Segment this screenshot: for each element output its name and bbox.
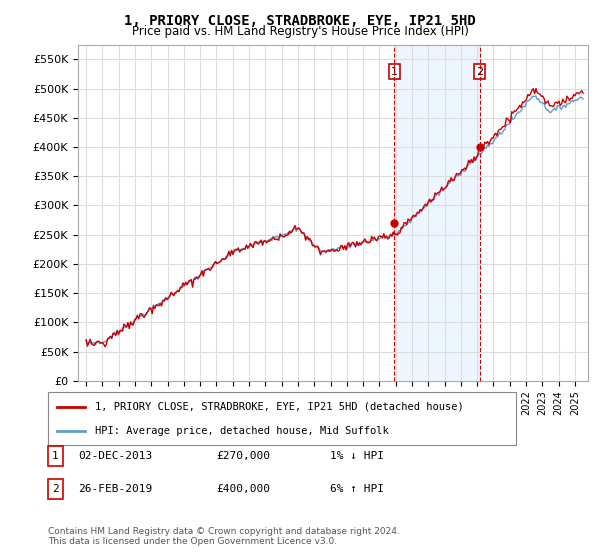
- Text: 6% ↑ HPI: 6% ↑ HPI: [330, 484, 384, 494]
- Text: £270,000: £270,000: [216, 451, 270, 461]
- Text: 1, PRIORY CLOSE, STRADBROKE, EYE, IP21 5HD (detached house): 1, PRIORY CLOSE, STRADBROKE, EYE, IP21 5…: [95, 402, 464, 412]
- Text: 1: 1: [52, 451, 59, 461]
- Text: Contains HM Land Registry data © Crown copyright and database right 2024.
This d: Contains HM Land Registry data © Crown c…: [48, 526, 400, 546]
- FancyBboxPatch shape: [48, 392, 516, 445]
- Text: 1, PRIORY CLOSE, STRADBROKE, EYE, IP21 5HD: 1, PRIORY CLOSE, STRADBROKE, EYE, IP21 5…: [124, 14, 476, 28]
- Text: 2: 2: [476, 67, 483, 77]
- Text: 1: 1: [391, 67, 398, 77]
- Text: 1% ↓ HPI: 1% ↓ HPI: [330, 451, 384, 461]
- Text: £400,000: £400,000: [216, 484, 270, 494]
- Text: 26-FEB-2019: 26-FEB-2019: [78, 484, 152, 494]
- Text: 2: 2: [52, 484, 59, 494]
- Text: 02-DEC-2013: 02-DEC-2013: [78, 451, 152, 461]
- Text: HPI: Average price, detached house, Mid Suffolk: HPI: Average price, detached house, Mid …: [95, 426, 389, 436]
- Text: Price paid vs. HM Land Registry's House Price Index (HPI): Price paid vs. HM Land Registry's House …: [131, 25, 469, 38]
